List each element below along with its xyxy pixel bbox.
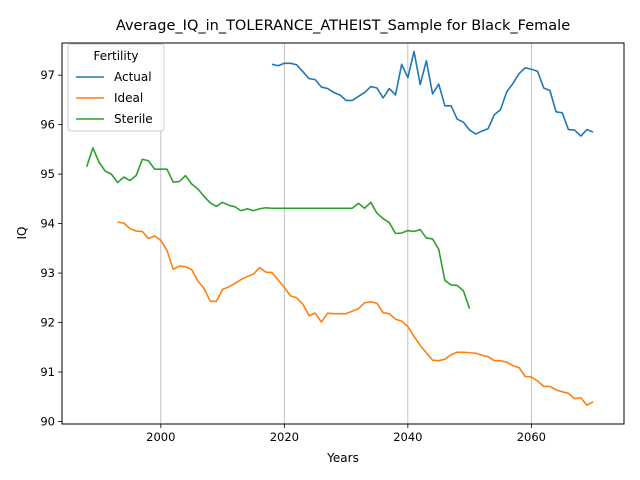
legend-label-sterile: Sterile bbox=[114, 112, 153, 126]
y-tick-label: 96 bbox=[40, 118, 55, 132]
chart-title: Average_IQ_in_TOLERANCE_ATHEIST_Sample f… bbox=[116, 18, 570, 34]
y-axis-label: IQ bbox=[15, 227, 29, 240]
y-tick-label: 92 bbox=[40, 316, 55, 330]
x-axis-label: Years bbox=[326, 451, 359, 465]
y-tick-label: 97 bbox=[40, 68, 55, 82]
legend-box bbox=[67, 43, 165, 132]
x-tick-label: 2020 bbox=[270, 430, 299, 444]
y-tick-label: 93 bbox=[40, 266, 55, 280]
y-tick-label: 95 bbox=[40, 167, 55, 181]
legend-entries: Actual Ideal Sterile bbox=[76, 70, 153, 126]
x-tick-label: 2000 bbox=[146, 430, 175, 444]
y-tick-label: 90 bbox=[40, 415, 55, 429]
legend-title: Fertility bbox=[93, 49, 138, 63]
legend-label-actual: Actual bbox=[114, 70, 152, 84]
y-axis-ticks: 90 91 92 93 94 95 96 97 bbox=[40, 68, 62, 429]
legend: Fertility Actual Ideal Sterile bbox=[67, 43, 165, 132]
x-tick-label: 2060 bbox=[517, 430, 546, 444]
series-line-ideal bbox=[117, 221, 594, 407]
series-line-actual bbox=[271, 50, 594, 137]
series-line-sterile bbox=[85, 147, 471, 309]
x-axis-ticks: 2000 2020 2040 2060 bbox=[146, 424, 546, 444]
plot-frame bbox=[61, 42, 625, 425]
plot-series bbox=[85, 50, 594, 407]
x-tick-label: 2040 bbox=[393, 430, 422, 444]
y-tick-label: 94 bbox=[40, 217, 55, 231]
legend-label-ideal: Ideal bbox=[114, 91, 143, 105]
y-tick-label: 91 bbox=[40, 365, 55, 379]
